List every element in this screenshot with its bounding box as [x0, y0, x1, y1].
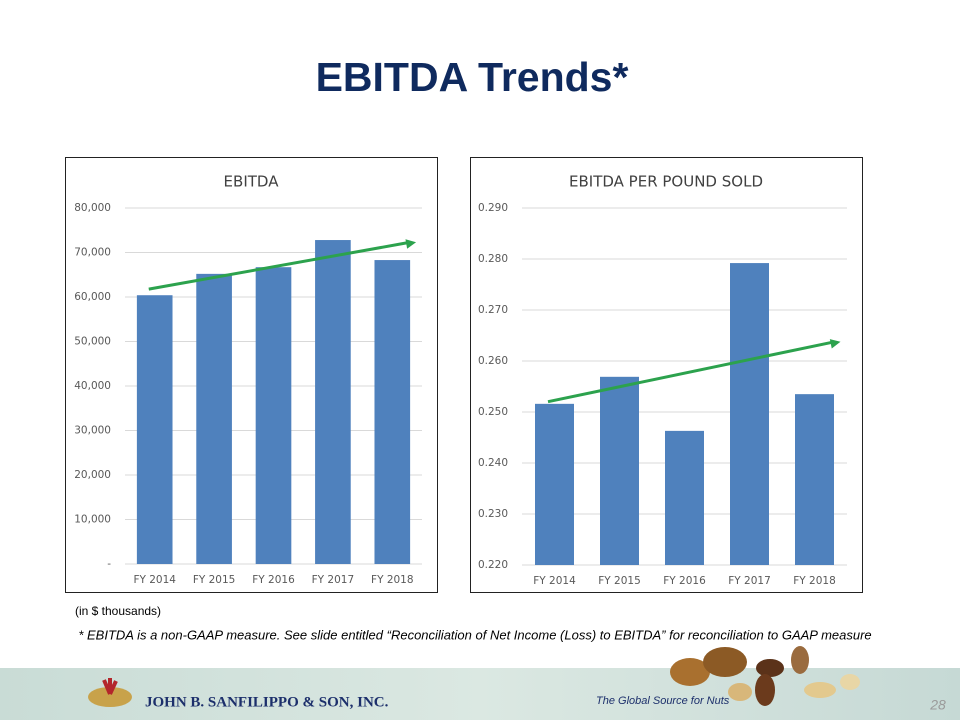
- y-tick-label: 20,000: [74, 469, 111, 481]
- nuts-image: [670, 646, 860, 706]
- x-tick-label: FY 2015: [193, 574, 236, 586]
- y-tick-label: 30,000: [74, 425, 111, 437]
- bar: [795, 394, 834, 565]
- x-tick-label: FY 2016: [663, 575, 706, 587]
- charts: EBITDA - 10,000 20,000 30,000 40,000 50,000 60,…: [74, 173, 847, 587]
- tagline: The Global Source for Nuts: [596, 695, 730, 707]
- footer-band: [0, 668, 960, 720]
- bar: [315, 240, 351, 565]
- bar: [255, 267, 292, 564]
- units-note: (in $ thousands): [75, 604, 161, 618]
- bar: [730, 263, 769, 565]
- y-tick-label: 80,000: [74, 202, 111, 214]
- y-tick-label: 40,000: [74, 380, 111, 392]
- y-tick-label: 10,000: [74, 514, 111, 526]
- trend-arrow: [405, 239, 417, 249]
- bar: [535, 403, 574, 565]
- y-tick-label: 70,000: [74, 247, 111, 259]
- slide-title: EBITDA Trends*: [316, 54, 629, 100]
- y-tick-label: 0.230: [478, 508, 508, 520]
- bar: [600, 376, 639, 565]
- x-tick-label: FY 2018: [371, 574, 414, 586]
- x-tick-label: FY 2014: [533, 575, 576, 587]
- x-tick-label: FY 2014: [133, 574, 176, 586]
- trend-line: [547, 340, 835, 404]
- logo: [88, 678, 132, 707]
- company-name: JOHN B. SANFILIPPO & SON, INC.: [145, 694, 389, 710]
- x-tick-label: FY 2017: [312, 574, 355, 586]
- y-tick-label: 60,000: [74, 291, 111, 303]
- y-tick-label: 0.240: [478, 457, 508, 469]
- x-tick-label: FY 2018: [793, 575, 836, 587]
- footnote: * EBITDA is a non-GAAP measure. See slid…: [78, 627, 871, 642]
- bar: [136, 295, 173, 564]
- y-tick-label: 0.260: [478, 355, 508, 367]
- bar: [665, 430, 704, 565]
- chart-title: EBITDA PER POUND SOLD: [569, 173, 763, 191]
- y-tick-label: 0.220: [478, 559, 508, 571]
- chart-title: EBITDA: [224, 173, 280, 191]
- y-tick-label: 0.290: [478, 202, 508, 214]
- y-tick-label: -: [107, 558, 111, 570]
- y-tick-label: 0.280: [478, 253, 508, 265]
- y-tick-label: 0.270: [478, 304, 508, 316]
- x-tick-label: FY 2015: [598, 575, 641, 587]
- page-number: 28: [929, 697, 946, 713]
- trend-line: [148, 240, 411, 291]
- bar: [374, 260, 411, 564]
- trend-arrow: [829, 339, 841, 349]
- bar: [196, 273, 232, 564]
- y-tick-label: 0.250: [478, 406, 508, 418]
- y-tick-label: 50,000: [74, 336, 111, 348]
- x-tick-label: FY 2016: [252, 574, 295, 586]
- x-tick-label: FY 2017: [728, 575, 771, 587]
